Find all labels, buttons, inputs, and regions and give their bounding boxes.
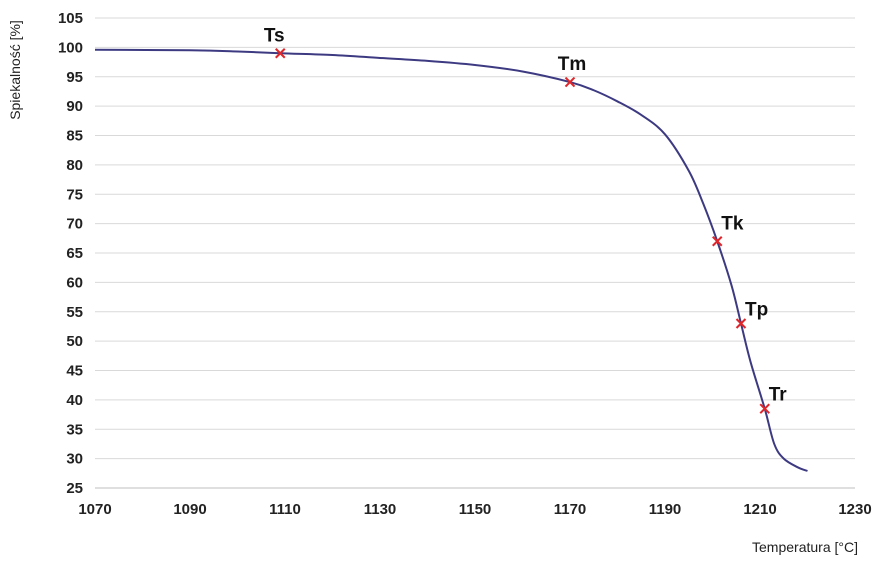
y-tick-label: 105 [58,10,83,27]
x-tick-label: 1150 [459,501,492,518]
y-axis-title: Spiekalność [%] [7,20,23,120]
marker-tp: Tp [735,300,768,329]
gridlines [95,17,855,460]
y-tick-label: 30 [66,451,83,468]
x-tick-label: 1190 [649,501,682,518]
y-tick-label: 70 [66,216,83,233]
y-tick-label: 80 [66,157,83,174]
x-tick-label: 1210 [743,501,776,518]
marker-tk: Tk [712,213,744,247]
marker-tm: Tm [558,54,587,88]
marker-x-stroke [759,403,770,414]
markers-group: Ts Tm Tk Tp Tr [264,25,788,414]
y-axis-ticks: 25 30 35 40 45 50 55 60 65 70 75 80 85 90 95 100 105 [58,10,83,497]
y-tick-label: 55 [66,304,83,321]
marker-label: Tp [745,300,768,321]
y-tick-label: 35 [66,421,83,438]
y-tick-label: 40 [66,392,83,409]
series-line [94,48,808,472]
marker-label: Tm [558,54,587,75]
x-tick-label: 1130 [364,501,397,518]
x-axis-title: Temperatura [°C] [752,539,858,555]
x-tick-label: 1230 [838,501,871,518]
y-tick-label: 65 [66,245,83,262]
marker-label: Tk [721,213,744,234]
marker-x-stroke [735,318,747,329]
series-group [94,48,808,472]
marker-x-stroke [564,76,576,88]
x-tick-label: 1070 [78,501,111,518]
marker-label: Ts [264,25,285,46]
marker-label: Tr [769,385,788,406]
marker-ts: Ts [264,25,286,59]
y-tick-label: 85 [66,128,83,145]
y-tick-label: 25 [66,480,83,497]
y-tick-label: 45 [66,363,83,380]
marker-x-stroke [275,48,286,59]
y-tick-label: 60 [66,274,83,291]
x-tick-label: 1170 [554,501,587,518]
x-tick-label: 1110 [269,501,301,518]
x-tick-label: 1090 [173,501,206,518]
y-tick-label: 100 [58,39,83,56]
y-tick-label: 75 [66,186,83,203]
y-tick-label: 50 [66,333,83,350]
marker-tr: Tr [759,385,788,414]
y-tick-label: 95 [66,69,83,86]
y-tick-label: 90 [66,98,83,115]
x-axis-ticks: 1070 1090 1110 1130 1150 1170 1190 1210 1230 [78,501,871,518]
marker-x-stroke [712,236,723,247]
